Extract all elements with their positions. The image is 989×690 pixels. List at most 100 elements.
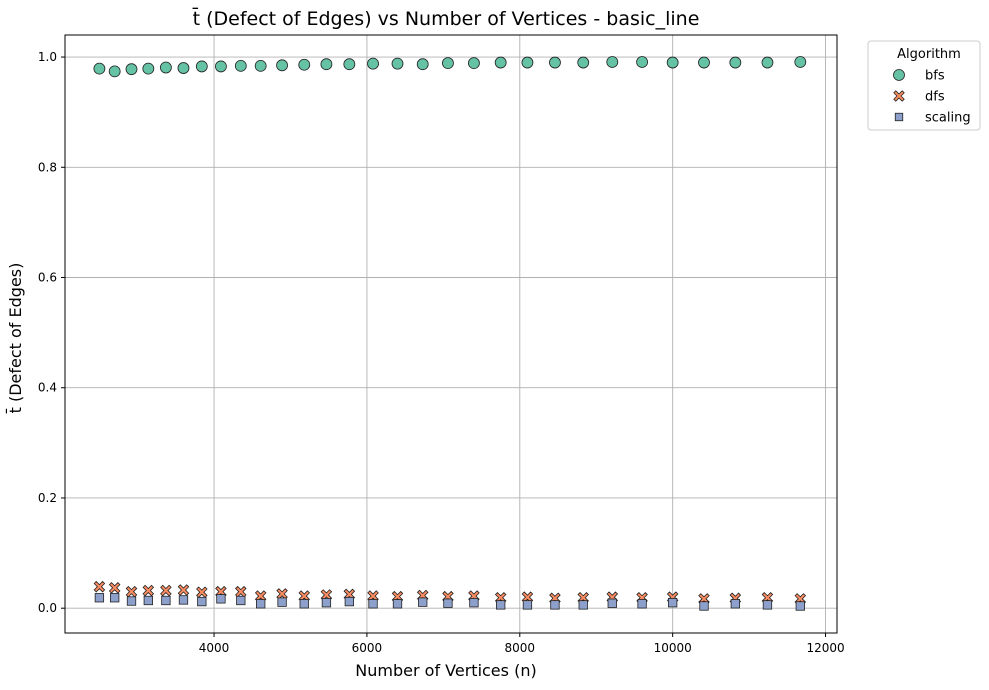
legend-items: bfs dfs scaling [893, 69, 971, 126]
legend-marker-scaling [894, 112, 904, 122]
x-tick-label: 4000 [199, 641, 230, 655]
dfs-point [142, 584, 155, 597]
scaling-point [321, 598, 332, 608]
data-points [93, 56, 807, 611]
y-axis-label: t̄ (Defect of Edges) [6, 263, 25, 415]
dfs-point [367, 590, 379, 602]
chart-title: t̄ (Defect of Edges) vs Number of Vertic… [192, 6, 699, 30]
y-tick-label: 1.0 [38, 50, 57, 64]
x-tick-label: 10000 [654, 641, 692, 655]
scaling-point [161, 595, 171, 606]
bfs-point [177, 62, 190, 74]
bfs-point [416, 58, 429, 71]
y-tick-label: 0.4 [38, 381, 57, 395]
scaling-point [607, 598, 617, 608]
bfs-point [108, 65, 121, 78]
scaling-point [469, 598, 479, 608]
scaling-point [730, 599, 740, 609]
y-tick-label: 0.2 [38, 491, 57, 505]
bfs-point [577, 56, 590, 69]
bfs-point [254, 59, 267, 72]
scaling-point [392, 599, 403, 609]
y-tick-label: 0.0 [38, 601, 57, 615]
scaling-point [178, 595, 189, 605]
y-tick-label: 0.6 [38, 271, 57, 285]
bfs-point [494, 56, 507, 69]
bfs-point [298, 58, 311, 71]
legend-label-scaling: scaling [925, 111, 971, 126]
scaling-point [578, 600, 588, 610]
scaling-point [668, 598, 678, 608]
bfs-point [761, 56, 774, 69]
legend-title: Algorithm [897, 47, 961, 62]
series-scaling [94, 593, 805, 611]
scaling-point [143, 595, 153, 606]
scaling-point [236, 595, 246, 606]
bfs-point [636, 56, 648, 68]
bfs-point [234, 59, 247, 72]
scaling-point [197, 596, 207, 607]
dfs-point [93, 580, 106, 593]
bfs-point [195, 60, 208, 73]
dfs-point [521, 591, 534, 603]
bfs-point [549, 56, 561, 69]
bfs-point [666, 56, 679, 69]
dfs-point [254, 590, 267, 602]
bfs-point [391, 57, 404, 70]
scaling-point [522, 600, 533, 610]
bfs-point [93, 62, 106, 75]
bfs-point [794, 56, 807, 68]
scaling-point [496, 600, 506, 610]
bfs-point [276, 59, 288, 72]
bfs-point [142, 62, 155, 75]
dfs-point [125, 585, 138, 598]
dfs-point [108, 582, 121, 594]
dfs-point [235, 585, 247, 598]
bfs-point [521, 56, 534, 69]
x-tick-label: 12000 [806, 641, 844, 655]
x-tick-label: 6000 [352, 641, 383, 655]
x-tick-label: 8000 [505, 641, 536, 655]
bfs-point [320, 58, 333, 71]
scaling-point [550, 600, 560, 610]
scaling-point [277, 597, 287, 607]
scaling-point [795, 601, 805, 611]
scaling-point [637, 599, 647, 609]
bfs-point [729, 56, 742, 69]
legend-marker-dfs [893, 90, 905, 102]
scaling-point [110, 593, 120, 603]
y-axis-ticks: 0.0 0.2 0.4 0.6 0.8 1.0 [38, 50, 65, 615]
series-bfs [93, 56, 807, 78]
y-tick-label: 0.8 [38, 160, 57, 174]
scaling-point [443, 598, 453, 608]
bfs-point [215, 60, 227, 73]
bfs-point [159, 61, 172, 74]
scaling-point [699, 601, 709, 611]
bfs-point [125, 63, 138, 76]
scaling-point [256, 599, 266, 609]
dfs-point [160, 584, 172, 597]
bfs-point [606, 56, 619, 68]
scaling-point [126, 596, 137, 606]
bfs-point [442, 57, 454, 70]
legend: Algorithm bfs dfs scaling [867, 40, 981, 131]
scaling-point [94, 593, 105, 603]
bfs-point [698, 56, 710, 69]
legend-label-dfs: dfs [925, 90, 945, 105]
bfs-point [343, 58, 356, 71]
plot-frame [64, 34, 838, 634]
bfs-point [367, 57, 379, 70]
x-axis-ticks: 4000 6000 8000 10000 12000 [199, 633, 845, 655]
bfs-point [468, 57, 480, 70]
scaling-point [216, 594, 226, 604]
dfs-point [298, 590, 311, 602]
grid [65, 35, 837, 633]
legend-label-bfs: bfs [925, 69, 945, 84]
scaling-point [344, 596, 354, 607]
dfs-point [177, 584, 190, 596]
legend-marker-bfs [893, 69, 905, 81]
dfs-point [320, 589, 333, 601]
dfs-point [276, 588, 288, 600]
